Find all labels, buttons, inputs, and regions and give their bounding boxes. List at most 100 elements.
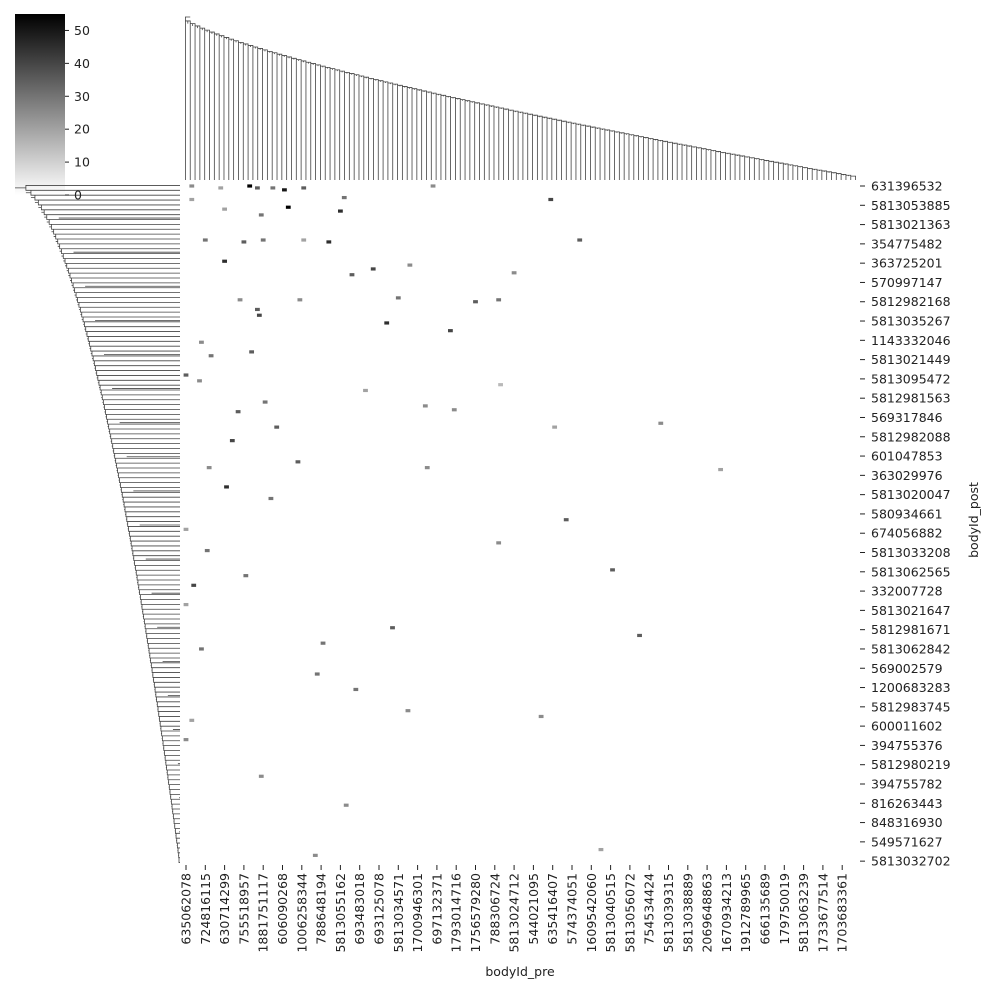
y-tick-label: 5812983745 — [871, 699, 951, 714]
x-tick-label: 5813038889 — [680, 873, 695, 953]
heatmap-cell — [343, 803, 349, 807]
heatmap-cell — [243, 574, 249, 578]
heatmap-cell — [255, 307, 260, 312]
y-tick-label: 5813062842 — [871, 641, 951, 656]
heatmap-cell — [268, 496, 274, 501]
x-tick-label: 5813040515 — [603, 873, 618, 953]
heatmap-cell — [229, 439, 235, 443]
y-axis-label: bodyId_post — [966, 482, 981, 558]
y-tick-label: 363029976 — [871, 468, 943, 483]
heatmap-cell — [241, 240, 247, 244]
x-tick-label: 5813024712 — [507, 873, 522, 953]
y-tick-label: 580934661 — [871, 506, 943, 521]
x-tick-label: 755518957 — [236, 873, 251, 945]
heatmap-cell — [598, 847, 604, 852]
heatmap-cell — [451, 408, 457, 412]
colorbar — [15, 14, 65, 195]
heatmap-cell — [191, 583, 197, 587]
x-tick-label: 1881751117 — [256, 873, 271, 953]
heatmap-cell — [349, 273, 355, 277]
heatmap-cell — [718, 467, 724, 472]
heatmap-cell — [222, 207, 227, 211]
dendrograms — [15, 16, 856, 863]
heatmap-cell — [260, 238, 266, 242]
y-tick-label: 848316930 — [871, 815, 943, 830]
heatmap-cell — [183, 373, 189, 377]
y-tick-label: 5813021449 — [871, 352, 951, 367]
x-tick-label: 693483018 — [352, 873, 367, 945]
y-tick-label: 1143332046 — [871, 333, 951, 348]
heatmap-cell — [224, 485, 229, 489]
x-tick-label: 1700946301 — [410, 873, 425, 953]
heatmap-cell — [199, 647, 204, 651]
x-tick-label: 544021095 — [526, 873, 541, 945]
y-tick-label: 332007728 — [871, 584, 943, 599]
heatmap-cell — [218, 186, 224, 190]
heatmap-cell — [422, 404, 428, 408]
heatmap-cell — [320, 641, 326, 645]
heatmap-cell — [552, 425, 558, 429]
y-tick-label: 5812980219 — [871, 757, 951, 772]
y-tick-label: 394755782 — [871, 776, 943, 791]
x-tick-label: 1006258344 — [294, 873, 309, 953]
heatmap-cell — [189, 718, 195, 722]
heatmap-cell — [353, 687, 359, 692]
heatmap-cell — [577, 238, 583, 242]
y-tick-label: 1200683283 — [871, 680, 951, 695]
heatmap-cell — [189, 184, 195, 188]
y-tick-label: 5812981671 — [871, 622, 951, 637]
colorbar-tick-label: 40 — [74, 56, 90, 71]
y-tick-label: 363725201 — [871, 256, 943, 271]
y-tick-label: 5813021647 — [871, 603, 951, 618]
heatmap-cell — [197, 379, 202, 383]
x-tick-label: 574374051 — [565, 873, 580, 945]
colorbar-tick-label: 0 — [74, 188, 82, 203]
heatmap-cell — [249, 350, 255, 354]
colorbar-tick-label: 20 — [74, 122, 90, 137]
x-tick-label: 693125078 — [372, 873, 387, 945]
x-tick-label: 788306724 — [487, 873, 502, 945]
x-tick-label: 1609542060 — [584, 873, 599, 953]
heatmap-cell — [270, 186, 276, 190]
x-tick-label: 5813056072 — [622, 873, 637, 953]
dendrogram-link — [185, 16, 856, 180]
heatmap-cell — [255, 186, 260, 190]
heatmap-cell — [405, 709, 411, 713]
dendrogram-link — [15, 185, 180, 863]
x-tick-label: 5813063239 — [796, 873, 811, 953]
heatmap-cell — [341, 195, 347, 200]
heatmap-cell — [610, 568, 615, 572]
heatmap-cell — [297, 298, 303, 302]
heatmap-cell — [326, 240, 332, 244]
y-tick-label: 5812981563 — [871, 391, 951, 406]
heatmap-cell — [262, 400, 268, 404]
heatmap-cell — [407, 263, 413, 267]
y-tick-label: 5813053885 — [871, 198, 951, 213]
heatmap-cell — [498, 383, 503, 387]
y-tick-label: 5813020047 — [871, 487, 951, 502]
heatmap-cell — [189, 197, 195, 202]
heatmap-cell — [384, 321, 390, 325]
x-tick-label: 1793014716 — [449, 873, 464, 953]
x-tick-label: 697132371 — [429, 873, 444, 945]
x-tick-label: 1733677514 — [815, 873, 830, 953]
x-tick-label: 724816115 — [198, 873, 213, 945]
heatmap-cell — [563, 518, 569, 522]
heatmap-cell — [204, 548, 210, 553]
y-tick-label: 569002579 — [871, 661, 943, 676]
heatmap-cell — [183, 527, 189, 531]
heatmap-cell — [206, 466, 212, 470]
y-tick-label: 570997147 — [871, 275, 943, 290]
heatmap-cell — [496, 541, 502, 545]
heatmap-cell — [183, 602, 189, 607]
heatmap-cell — [312, 853, 318, 857]
colorbar-tick-label: 50 — [74, 23, 90, 38]
y-tick-label: 5813095472 — [871, 371, 951, 386]
x-tick-label: 635062078 — [179, 873, 194, 945]
heatmap-cell — [424, 466, 430, 470]
y-tick-label: 5812982088 — [871, 429, 951, 444]
heatmap-cell — [637, 633, 642, 638]
y-tick-label: 674056882 — [871, 526, 943, 541]
y-tick-label: 354775482 — [871, 236, 943, 251]
y-tick-label: 5812982168 — [871, 294, 951, 309]
